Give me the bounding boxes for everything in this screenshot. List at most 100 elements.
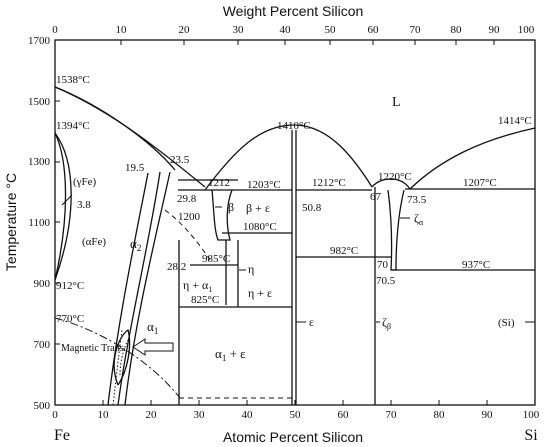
label-3-8: 3.8 [77,199,91,211]
label-73-5: 73.5 [407,194,427,206]
left-tick-marks [55,100,60,345]
label-912: 912°C [56,280,84,292]
left-tick: 700 [34,339,51,351]
bottom-axis-title: Atomic Percent Silicon [223,429,363,445]
top-tick: 40 [280,24,292,36]
label-1200: 1200 [178,211,201,223]
label-alpha1: α1 [147,319,158,336]
left-tick: 1500 [28,96,51,108]
bottom-tick: 60 [338,409,350,421]
bottom-tick: 50 [290,409,302,421]
magnetic-loop [113,328,131,386]
label-1414: 1414°C [498,115,532,127]
top-axis-ticks: 0 10 20 30 40 50 60 70 80 90 100 [52,24,535,36]
label-1212a: 1212 [208,177,230,189]
arrow-left-icon [132,338,174,356]
label-eta-alpha1: η + α1 [183,278,212,294]
top-axis-title: Weight Percent Silicon [223,3,364,19]
label-70-5: 70.5 [376,275,396,287]
label-825: 825°C [191,294,219,306]
label-alpha2: α2 [130,236,141,253]
label-magnetic-trans: Magnetic Trans. [61,343,126,354]
left-tick: 1300 [28,156,51,168]
beta-region [211,189,233,241]
liquidus-1220-left [371,178,399,188]
label-alpha1-eps: α1 + ε [215,346,246,363]
label-beta: β [228,200,234,214]
left-axis-ticks: 1700 1500 1300 1100 900 700 500 [28,35,51,412]
label-zeta-alpha: ζα [414,211,424,227]
label-eta: η [248,262,254,276]
label-eps: ε [309,315,314,329]
top-tick: 80 [451,24,463,36]
fe-label: Fe [54,427,70,444]
solidus-left [54,86,176,171]
top-tick: 70 [410,24,422,36]
label-23-5: 23.5 [170,154,190,166]
gamma-loop-outer [54,132,72,281]
alpha-alpha2-boundary [107,172,149,406]
magnetic-dots [119,339,129,376]
left-tick: 1700 [28,35,51,47]
left-tick: 1100 [28,217,50,229]
liquidus-1220-right [397,179,411,190]
label-50-8: 50.8 [302,202,322,214]
left-axis-title: Temperature °C [3,173,19,271]
label-29-8: 29.8 [177,193,197,205]
magnetic-transition [54,317,181,399]
label-770: 770°C [56,313,84,325]
label-1080: 1080°C [243,221,277,233]
label-19-5: 19.5 [125,162,145,174]
liquidus-right [409,127,536,190]
label-937: 937°C [462,259,490,271]
top-tick: 20 [179,24,191,36]
gamma-arrow-icon [61,194,73,206]
bottom-tick: 40 [242,409,254,421]
zeta-alpha-region [387,189,405,271]
phase-lines [54,86,536,406]
label-67: 67 [370,191,382,203]
top-tick: 10 [116,24,128,36]
label-liquid: L [392,95,401,110]
label-985: 985°C [202,253,230,265]
top-tick: 100 [518,24,535,36]
alpha2-boundary-3 [124,171,171,406]
label-si: (Si) [498,317,515,329]
bottom-tick: 0 [52,409,58,421]
order-transition-dash [164,209,211,261]
bottom-tick-marks [102,400,488,405]
label-982: 982°C [330,245,358,257]
top-tick: 30 [233,24,245,36]
top-tick: 60 [368,24,380,36]
top-tick: 0 [52,24,58,36]
left-tick: 900 [34,278,51,290]
top-tick: 50 [325,24,337,36]
top-tick: 90 [489,24,501,36]
label-zeta-beta: ζβ [382,315,391,331]
label-28-2: 28.2 [167,261,186,273]
label-1394: 1394°C [56,120,90,132]
label-70: 70 [377,259,389,271]
bottom-tick: 20 [146,409,158,421]
label-1212b: 1212°C [312,177,346,189]
bottom-tick: 90 [482,409,494,421]
liquidus-dome-left [204,124,373,191]
label-1220: 1220°C [378,171,412,183]
gamma-loop-inner [54,132,67,281]
label-eta-eps: η + ε [248,286,272,300]
label-gamma-fe: (γFe) [73,176,97,188]
label-1538: 1538°C [56,74,90,86]
bottom-tick: 10 [98,409,110,421]
label-beta-eps: β + ε [246,201,270,215]
label-1207: 1207°C [463,177,497,189]
diagram-labels: 1538°C 1394°C 912°C 770°C (γFe) 3.8 (αFe… [56,74,532,363]
bottom-tick: 70 [386,409,398,421]
bottom-axis-ticks: 0 10 20 30 40 50 60 70 80 90 100 [52,409,540,421]
alpha2-boundary-2 [117,171,161,406]
si-label: Si [524,427,538,444]
bottom-tick: 100 [523,409,540,421]
top-tick-marks [120,40,495,45]
label-1410: 1410°C [277,120,311,132]
small-arrows [61,194,535,323]
left-tick: 500 [34,400,51,412]
